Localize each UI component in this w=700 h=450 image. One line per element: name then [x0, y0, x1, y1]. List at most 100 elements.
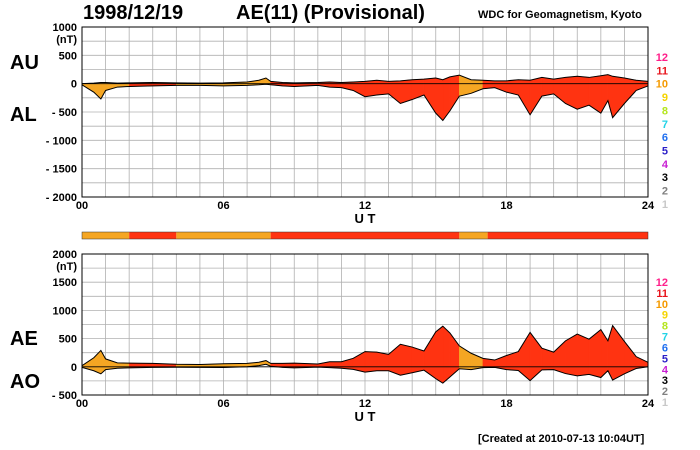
aual-area-segment	[388, 80, 401, 105]
aual-area-segment	[364, 79, 378, 97]
activity-bar-segment	[129, 232, 177, 239]
aual-plot-frame	[81, 26, 649, 198]
aeao-area-segment	[600, 328, 609, 379]
aual-ytick-label: 1000	[53, 22, 77, 34]
aual-ytick-label: 0	[71, 79, 77, 91]
aual-level-9: 9	[662, 92, 668, 104]
aual-level-10: 10	[656, 79, 668, 91]
aual-level-8: 8	[662, 105, 668, 117]
aual-ytick-label: - 1500	[46, 164, 77, 176]
aual-level-2: 2	[662, 186, 668, 198]
aual-ytick-label: - 2000	[46, 192, 77, 204]
aual-area-segment	[553, 77, 566, 105]
aeao-level-5: 5	[662, 353, 668, 365]
aeao-level-12: 12	[656, 277, 668, 289]
aual-area-segment	[459, 74, 472, 97]
aeao-x-axis-label: U T	[355, 409, 376, 424]
aeao-xtick-label: 24	[642, 398, 655, 410]
aual-level-1: 1	[662, 199, 668, 211]
activity-bar-segment	[176, 232, 271, 239]
activity-bar-frame	[81, 231, 649, 240]
aual-area-segment	[494, 80, 507, 93]
aual-xtick-label: 00	[76, 200, 88, 212]
aeao-area-segment	[364, 351, 378, 373]
chart-title: AE(11) (Provisional)	[236, 2, 425, 24]
aeao-area-segment	[518, 331, 531, 382]
aeao-area-segment	[376, 351, 389, 371]
aual-level-11: 11	[656, 65, 668, 77]
aual-y-unit: (nT)	[56, 34, 77, 46]
aeao-area-segment	[588, 329, 602, 378]
aual-level-7: 7	[662, 119, 668, 131]
aual-ytick-label: - 500	[52, 107, 77, 119]
aual-x-axis-label: U T	[355, 211, 376, 226]
aeao-xtick-label: 18	[500, 398, 512, 410]
aual-xtick-label: 12	[359, 200, 371, 212]
activity-bar-segment	[459, 232, 488, 239]
aeao-area-segment	[400, 343, 413, 376]
aeao-xtick-label: 12	[359, 398, 371, 410]
aeao-xtick-label: 00	[76, 398, 88, 410]
aual-area-segment	[624, 77, 637, 105]
aual-level-12: 12	[656, 52, 668, 64]
aual-level-6: 6	[662, 132, 668, 144]
aeao-ytick-label: 0	[71, 362, 77, 374]
aual-area-segment	[612, 76, 625, 119]
created-timestamp: [Created at 2010-07-13 10:04UT]	[478, 433, 645, 445]
aual-area-segment	[635, 79, 649, 91]
aeao-level-8: 8	[662, 321, 668, 333]
aeao-area-segment	[553, 340, 566, 374]
aual-ytick-label: 500	[59, 50, 77, 62]
aual-area-segment	[449, 74, 460, 112]
ae-label: AE	[10, 328, 38, 350]
series-line-ae	[81, 324, 649, 367]
chart-date: 1998/12/19	[83, 2, 184, 24]
aeao-level-9: 9	[662, 310, 668, 322]
aual-area-segment	[529, 77, 543, 116]
activity-bar-segment	[270, 232, 460, 239]
aeao-level-3: 3	[662, 375, 668, 387]
au-label: AU	[10, 52, 39, 74]
aual-area-segment	[411, 78, 425, 100]
aual-area-segment	[607, 74, 613, 118]
aeao-area-segment	[435, 325, 444, 384]
aual-level-5: 5	[662, 146, 668, 158]
aual-area-segment	[577, 76, 590, 110]
aeao-ytick-label: - 500	[52, 390, 77, 402]
al-label: AL	[10, 104, 37, 126]
aual-xtick-label: 06	[217, 200, 229, 212]
series-line-al	[81, 83, 649, 122]
series-line-au	[81, 74, 649, 85]
aual-area-segment	[376, 79, 389, 96]
aeao-level-10: 10	[656, 299, 668, 311]
aeao-level-4: 4	[662, 364, 669, 376]
aeao-ytick-label: 1000	[53, 305, 77, 317]
aeao-y-unit: (nT)	[56, 261, 77, 273]
aeao-level-2: 2	[662, 386, 668, 398]
aual-area-segment	[93, 82, 102, 100]
aeao-level-6: 6	[662, 342, 668, 354]
aeao-xtick-label: 06	[217, 398, 229, 410]
aeao-area-segment	[577, 333, 590, 377]
aual-xtick-label: 24	[642, 200, 655, 212]
aeao-area-segment	[442, 325, 451, 384]
aual-ytick-label: - 1000	[46, 135, 77, 147]
aeao-ytick-label: 2000	[53, 249, 77, 261]
aeao-level-1: 1	[662, 397, 668, 409]
activity-bar-segment	[82, 232, 130, 239]
activity-bar-segment	[487, 232, 648, 239]
aeao-ytick-label: 1500	[53, 277, 77, 289]
aeao-plot-frame	[81, 253, 649, 396]
ao-label: AO	[10, 371, 40, 393]
data-source-label: WDC for Geomagnetism, Kyoto	[478, 9, 642, 21]
aual-xtick-label: 18	[500, 200, 512, 212]
aual-area-segment	[541, 77, 554, 97]
aeao-level-7: 7	[662, 332, 668, 344]
aual-level-3: 3	[662, 172, 668, 184]
aeao-ytick-label: 500	[59, 334, 77, 346]
aual-level-4: 4	[662, 159, 669, 171]
series-line-ao	[81, 363, 649, 384]
aeao-level-11: 11	[656, 288, 668, 300]
aual-area-segment	[588, 75, 602, 114]
